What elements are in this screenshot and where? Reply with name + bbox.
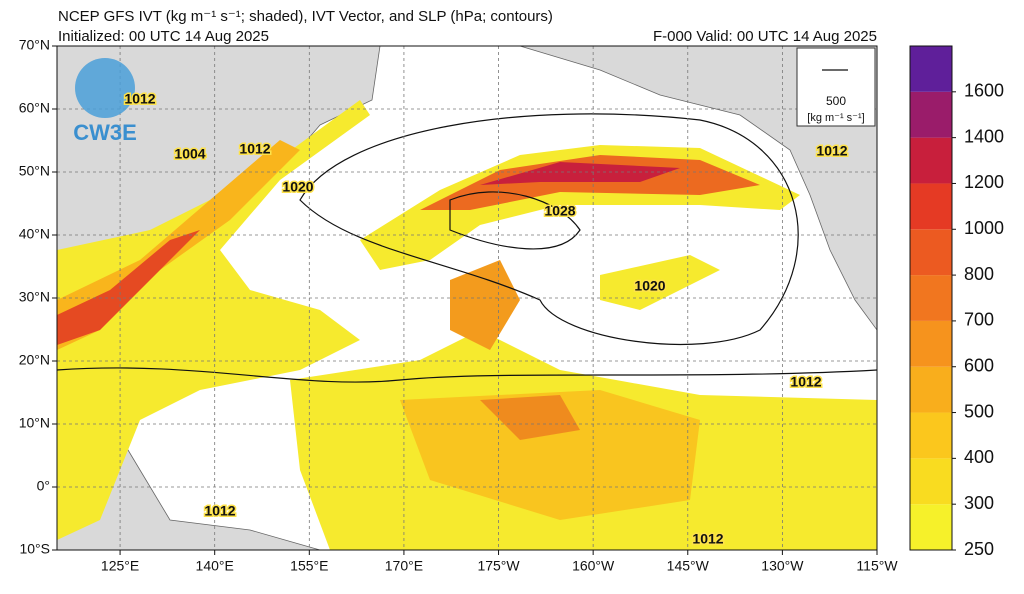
colorbar-segment [910,366,952,413]
colorbar-tick-label: 1000 [964,218,1004,238]
vector-legend-box [796,47,876,127]
colorbar-frame [909,45,953,551]
land-north-america [519,46,877,331]
map-area [57,46,877,550]
initialized: Initialized: 00 UTC 14 Aug 2025 [58,28,269,45]
contour-label: 1012 [239,141,270,157]
logo-text: CW3E [73,120,137,145]
x-tick-label: 145°W [667,558,710,574]
y-tick-label: 50°N [19,163,50,179]
ivt-subtropical [450,260,520,350]
x-tick-label: 175°W [477,558,520,574]
x-tick-label: 170°E [385,558,423,574]
slp-contour [449,191,581,250]
ivt-tropics-max [480,395,580,440]
vector-legend-units: [kg m⁻¹ s⁻¹] [807,112,864,124]
colorbar-segment [910,183,952,230]
contour-label: 1012 [692,531,723,547]
colorbar-segment [910,91,952,138]
colorbar-tick-label: 500 [964,401,994,421]
ivt-east [600,255,720,310]
slp-contour [299,113,799,345]
vector-legend-value: 500 [826,94,846,108]
colorbar-tick-label: 400 [964,447,994,467]
x-tick-label: 130°W [761,558,804,574]
contour-label: 1012 [124,91,155,107]
colorbar-segment [910,504,952,550]
y-tick-label: 70°N [19,37,50,53]
x-tick-label: 115°W [856,558,898,574]
y-tick-label: 60°N [19,100,50,116]
y-tick-label: 40°N [19,226,50,242]
ivt-tropics-core [400,390,700,520]
colorbar-tick-label: 300 [964,493,994,513]
colorbar-segment [910,229,952,276]
contour-label: 1012 [790,374,821,390]
y-tick-label: 20°N [19,352,50,368]
colorbar-segment [910,137,952,184]
colorbar-tick-label: 700 [964,310,994,330]
x-tick-label: 155°E [290,558,328,574]
x-tick-label: 125°E [101,558,139,574]
slp-contour [57,367,877,383]
contour-label: 1020 [634,278,665,294]
colorbar-tick-label: 600 [964,355,994,375]
ivt-west-pacific [57,100,370,540]
y-tick-label: 0° [37,478,50,494]
contour-label: 1012 [816,143,847,159]
contour-label: 1012 [204,503,235,519]
ivt-west-max [57,230,200,345]
colorbar-tick-label: 800 [964,264,994,284]
x-tick-label: 140°E [196,558,234,574]
colorbar-segment [910,412,952,459]
colorbar-segment [910,320,952,367]
colorbar-tick-label: 1400 [964,126,1004,146]
y-tick-label: 10°S [19,541,50,557]
y-tick-label: 10°N [19,415,50,431]
colorbar-segment [910,458,952,505]
y-tick-label: 30°N [19,289,50,305]
ivt-ar-max [480,162,680,185]
colorbar-tick-label: 1600 [964,81,1004,101]
contour-label: 1004 [174,146,205,162]
logo: CW3E [73,58,137,145]
title: NCEP GFS IVT (kg m⁻¹ s⁻¹; shaded), IVT V… [58,8,553,25]
colorbar-segment [910,275,952,321]
colorbar-tick-label: 250 [964,539,994,559]
colorbar-tick-label: 1200 [964,172,1004,192]
contour-label: 1020 [282,179,313,195]
contour-label: 1028 [544,203,575,219]
logo-mark [75,58,135,118]
colorbar-segment [910,46,952,92]
valid-time: F-000 Valid: 00 UTC 14 Aug 2025 [653,28,877,45]
x-tick-label: 160°W [572,558,615,574]
